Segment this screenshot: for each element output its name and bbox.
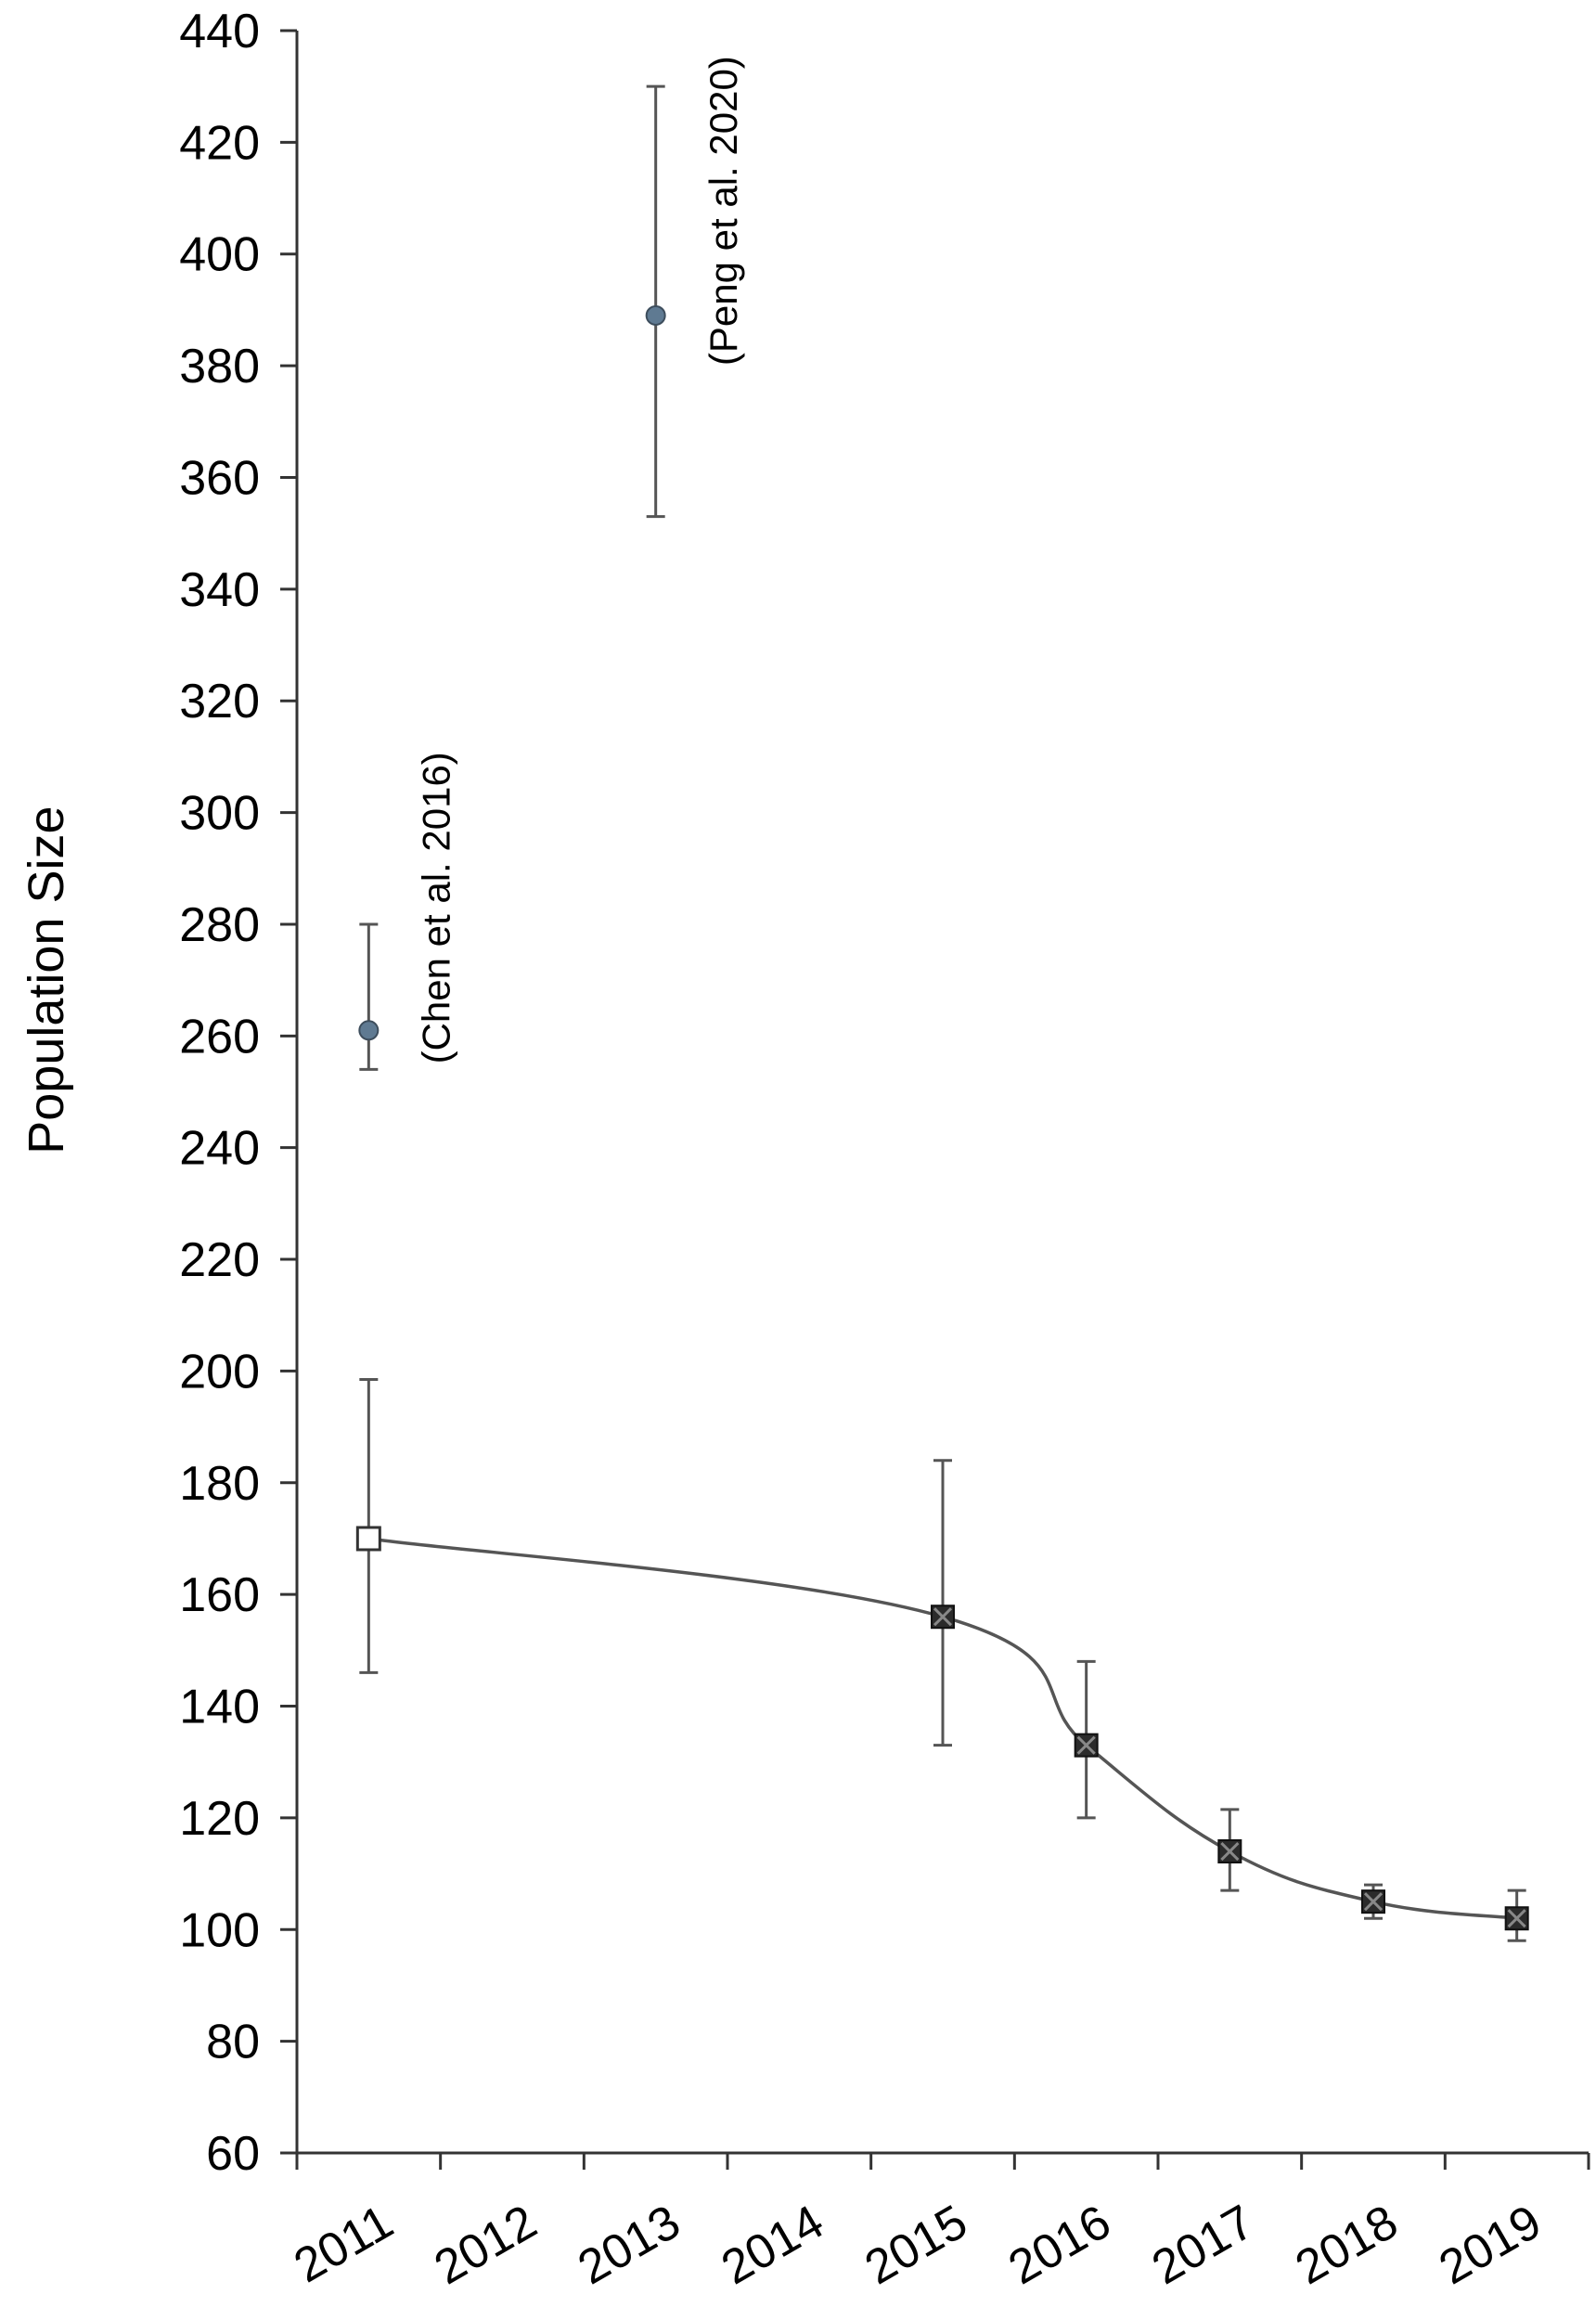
data-point-circle (358, 1020, 380, 1041)
y-tick-label: 320 (179, 675, 260, 728)
y-tick-label: 160 (179, 1568, 260, 1622)
data-point-x-mark (1507, 1909, 1526, 1928)
y-tick-label: 440 (179, 5, 260, 58)
y-axis-title: Population Size (19, 806, 74, 1154)
y-tick-label: 360 (179, 451, 260, 505)
y-tick-label: 200 (179, 1345, 260, 1398)
annotations: (Chen et al. 2016) (Peng et al. 2020) (415, 56, 745, 1063)
y-tick-label: 100 (179, 1903, 260, 1957)
annotation-label: (Peng et al. 2020) (701, 56, 745, 366)
data-point-x-mark (933, 1607, 953, 1627)
x-tick-label: 2017 (1143, 2195, 1263, 2295)
y-tick-label: 260 (179, 1010, 260, 1063)
y-tick-label: 220 (179, 1233, 260, 1287)
y-tick-label: 400 (179, 228, 260, 282)
data-point-x-mark (1076, 1735, 1096, 1755)
x-tick-label: 2012 (426, 2195, 546, 2295)
y-tick-label: 300 (179, 787, 260, 841)
x-tick-label: 2019 (1430, 2195, 1550, 2295)
x-tick-label: 2015 (856, 2195, 976, 2295)
y-tick-label: 240 (179, 1122, 260, 1176)
y-tick-label: 380 (179, 340, 260, 393)
series-0 (355, 1377, 381, 1674)
data-point-x-mark (1220, 1841, 1240, 1862)
x-tick-label: 2011 (285, 2195, 402, 2293)
x-tick-labels: 2011 2012 2013 2014 2015 2016 2017 2018 2019 (285, 2195, 1550, 2295)
y-tick-labels: 60 80 100 120 140 160 180 200 220 240 260 280 300 320… (179, 5, 260, 2181)
y-tick-label: 120 (179, 1792, 260, 1846)
series-layer (355, 84, 1529, 1942)
y-tick-label: 140 (179, 1681, 260, 1734)
y-tick-label: 280 (179, 898, 260, 952)
axes (280, 29, 1590, 2170)
x-tick-label: 2016 (999, 2195, 1119, 2295)
y-tick-label: 180 (179, 1457, 260, 1511)
x-tick-label: 2018 (1287, 2195, 1407, 2295)
y-tick-label: 420 (179, 116, 260, 170)
y-tick-label: 340 (179, 563, 260, 617)
series-1 (931, 1459, 1529, 1942)
data-point-open-square (355, 1526, 381, 1552)
x-tick-label: 2013 (569, 2195, 689, 2295)
y-tick-label: 60 (206, 2127, 260, 2181)
y-tick-label: 80 (206, 2016, 260, 2069)
series-2 (358, 84, 666, 1071)
x-tick-label: 2014 (713, 2195, 832, 2295)
data-point-x-mark (1363, 1892, 1384, 1912)
annotation-label: (Chen et al. 2016) (415, 752, 458, 1063)
data-point-circle (645, 304, 666, 326)
